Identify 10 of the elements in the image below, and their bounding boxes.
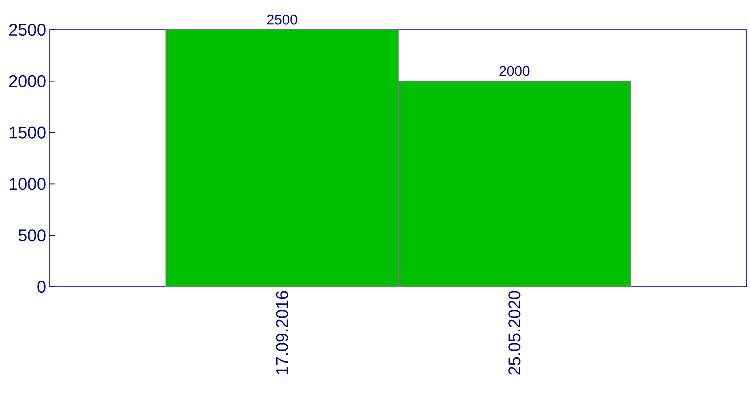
y-tick-label: 1500: [10, 126, 46, 139]
y-tick-label: 0: [38, 280, 46, 294]
y-tick-label: 500: [18, 230, 46, 242]
x-tick-label: 17.09.2016: [276, 291, 288, 374]
x-tick-label: 25.05.2020: [508, 291, 521, 375]
data-label: 2500: [267, 14, 298, 25]
y-tick-label: 1000: [10, 178, 46, 190]
y-tick-label: 2000: [10, 75, 46, 88]
data-label: 2000: [500, 66, 530, 76]
y-tick-label: 2500: [10, 24, 46, 36]
